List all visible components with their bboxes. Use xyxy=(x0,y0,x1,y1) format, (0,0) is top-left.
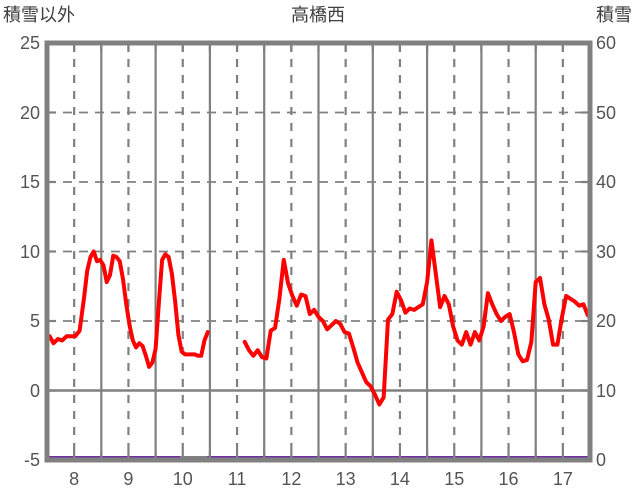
left-tick-label-5: 5 xyxy=(29,311,40,331)
right-tick-label-0: 0 xyxy=(596,450,607,470)
left-axis-title: 積雪以外 xyxy=(3,5,75,25)
temperature-series-line xyxy=(47,238,590,407)
x-tick-label-9: 9 xyxy=(123,469,134,489)
x-tick-label-8: 8 xyxy=(69,469,80,489)
left-tick-label-25: 25 xyxy=(19,33,40,53)
left-tick-label-20: 20 xyxy=(19,102,40,123)
x-tick-label-12: 12 xyxy=(281,469,302,489)
x-tick-label-13: 13 xyxy=(335,469,356,489)
left-tick-label-10: 10 xyxy=(19,241,40,262)
x-tick-label-15: 15 xyxy=(444,469,465,489)
x-tick-label-17: 17 xyxy=(552,469,573,489)
x-tick-label-14: 14 xyxy=(389,469,410,489)
x-tick-label-10: 10 xyxy=(172,469,193,489)
right-tick-label-10: 10 xyxy=(596,380,617,401)
right-tick-label-40: 40 xyxy=(596,172,617,192)
left-tick-label-0: 0 xyxy=(29,380,40,401)
right-tick-label-20: 20 xyxy=(596,311,617,331)
plot-frame xyxy=(44,40,593,463)
right-tick-label-60: 60 xyxy=(596,33,617,53)
right-tick-label-50: 50 xyxy=(596,102,617,123)
right-tick-label-30: 30 xyxy=(596,241,617,262)
left-tick-label--5: -5 xyxy=(23,450,40,470)
right-axis-title: 積雪 xyxy=(596,5,632,25)
left-tick-label-15: 15 xyxy=(19,172,40,192)
x-tick-label-16: 16 xyxy=(498,469,519,489)
x-tick-label-11: 11 xyxy=(227,469,247,489)
chart-title: 高橋西 xyxy=(291,5,345,25)
